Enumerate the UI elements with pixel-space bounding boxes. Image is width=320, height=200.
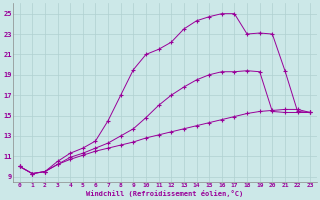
X-axis label: Windchill (Refroidissement éolien,°C): Windchill (Refroidissement éolien,°C) bbox=[86, 190, 244, 197]
